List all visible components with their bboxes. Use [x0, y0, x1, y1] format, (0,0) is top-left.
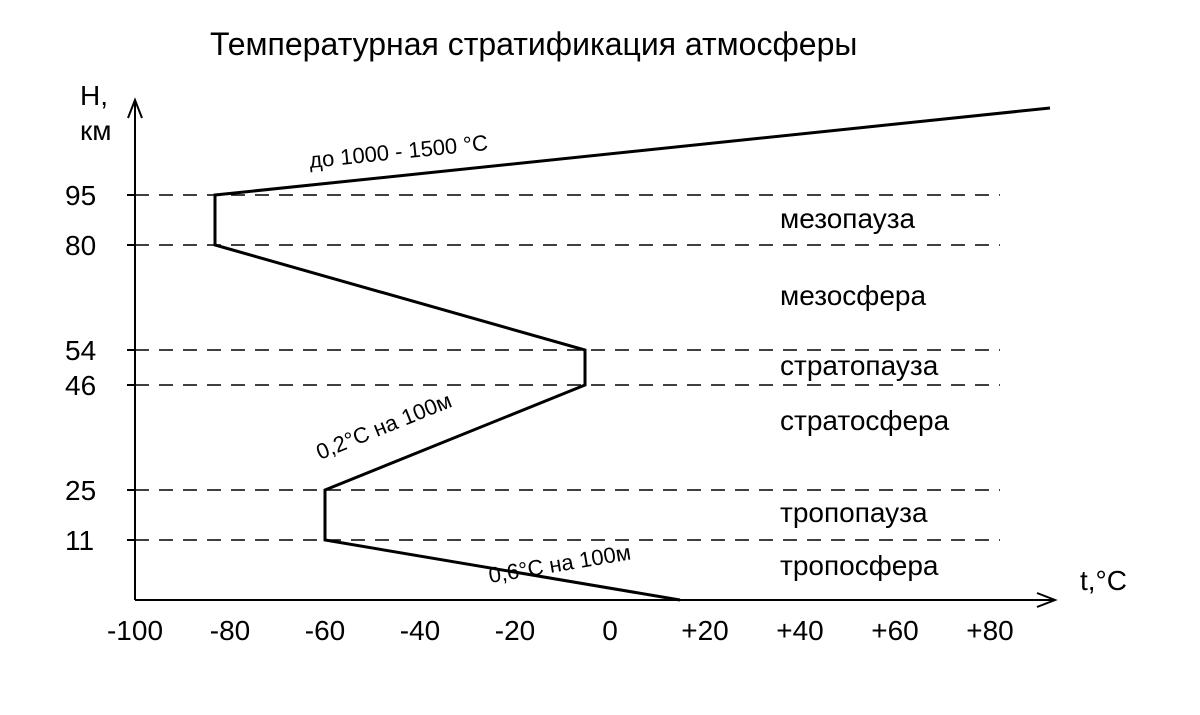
layer-label: тропосфера	[780, 550, 939, 581]
atmosphere-stratification-chart: Температурная стратификация атмосферы H, к…	[0, 0, 1200, 715]
x-tick-label: +80	[966, 615, 1014, 646]
layer-label: мезопауза	[780, 203, 916, 234]
y-tick-label: 54	[65, 335, 96, 366]
x-tick-label: -100	[107, 615, 163, 646]
chart-svg: Температурная стратификация атмосферы H, к…	[0, 0, 1200, 715]
y-tick-label: 11	[65, 525, 94, 556]
layer-label: стратопауза	[780, 350, 939, 381]
x-tick-label: 0	[602, 615, 618, 646]
x-tick-label: -60	[305, 615, 345, 646]
layer-label: тропопауза	[780, 497, 928, 528]
x-axis-label: t,°C	[1080, 565, 1127, 596]
y-tick-label: 95	[65, 180, 96, 211]
x-tick-label: -40	[400, 615, 440, 646]
x-tick-label: +40	[776, 615, 824, 646]
x-tick-label: -20	[495, 615, 535, 646]
y-tick-label: 25	[65, 475, 96, 506]
chart-title: Температурная стратификация атмосферы	[210, 26, 857, 62]
x-tick-label: +20	[681, 615, 729, 646]
layer-label: мезосфера	[780, 280, 926, 311]
y-axis-label-line1: H,	[80, 80, 108, 111]
y-axis-label-line2: км	[80, 115, 112, 146]
x-tick-label: +60	[871, 615, 919, 646]
layer-label: стратосфера	[780, 405, 950, 436]
chart-background	[0, 0, 1200, 715]
y-tick-label: 46	[65, 370, 96, 401]
x-tick-label: -80	[210, 615, 250, 646]
y-tick-label: 80	[65, 230, 96, 261]
